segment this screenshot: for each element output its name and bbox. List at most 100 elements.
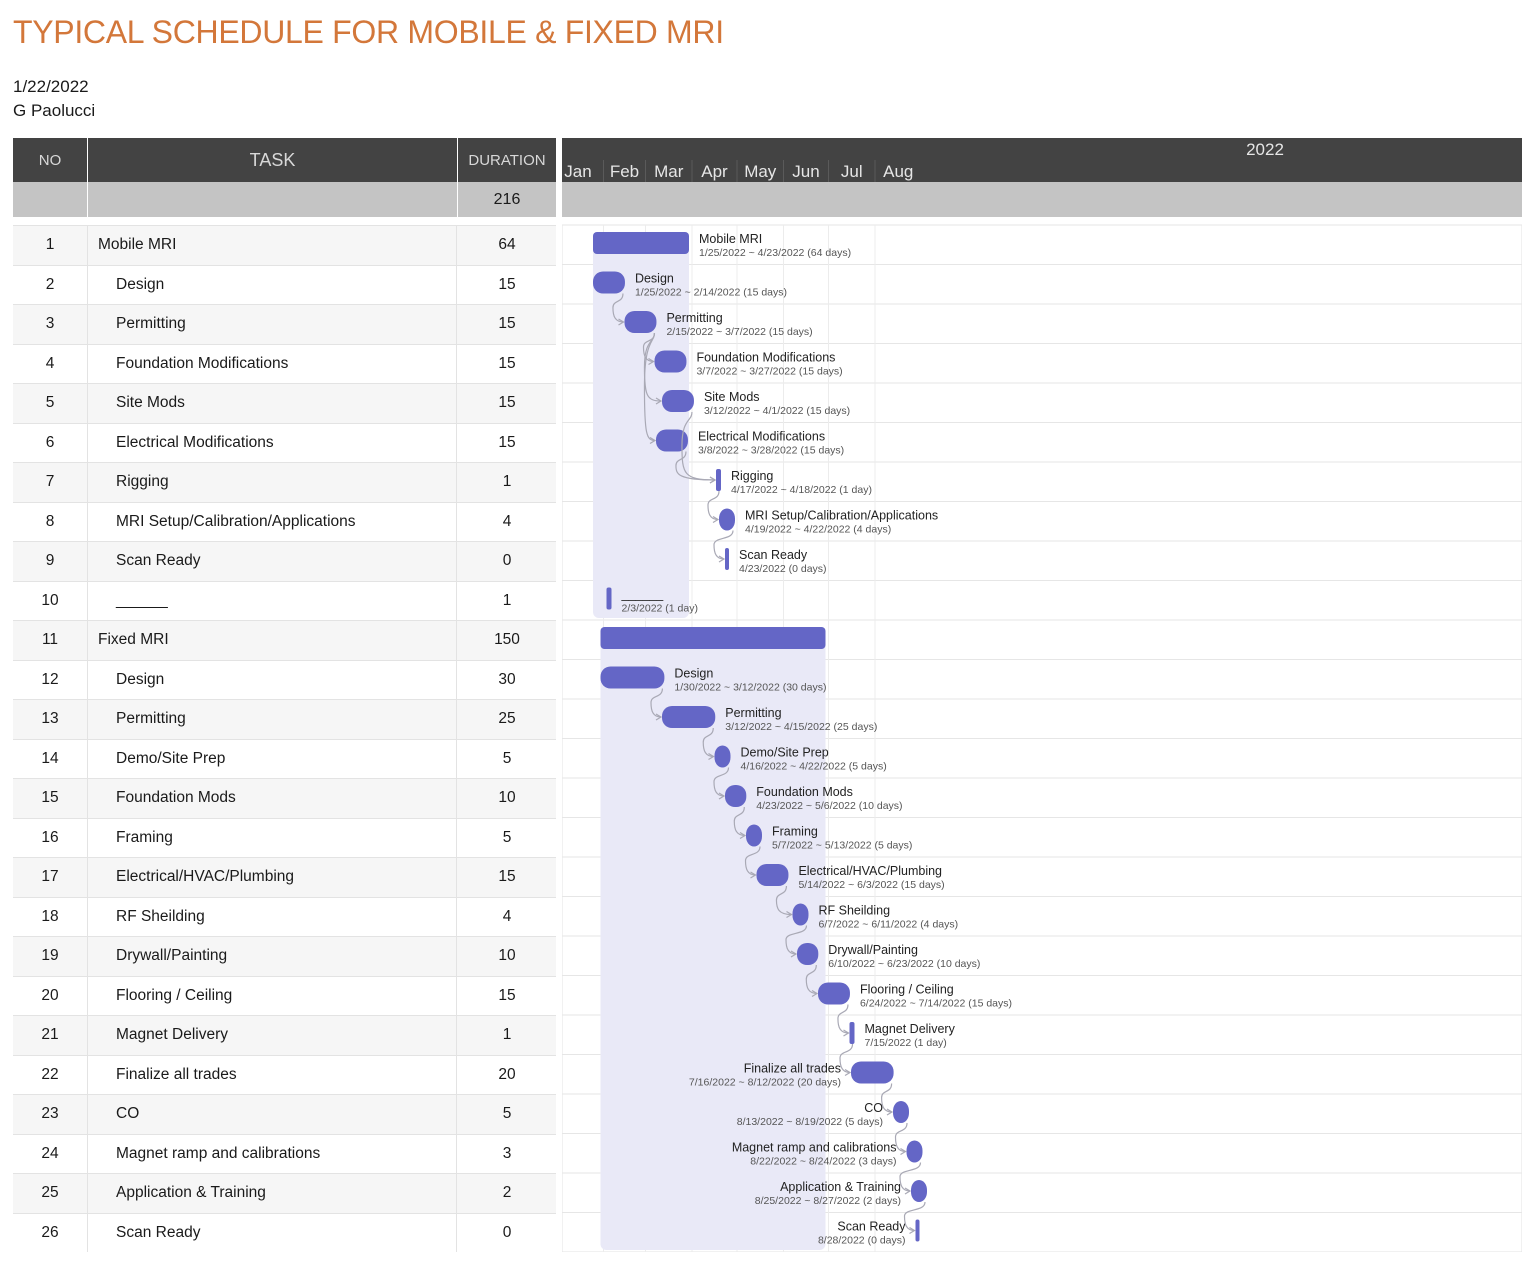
- task-number: 19: [13, 937, 88, 976]
- dependency-line: [612, 293, 624, 323]
- table-row[interactable]: 22 Finalize all trades 20: [13, 1054, 556, 1094]
- dependency-line: [713, 530, 734, 560]
- task-date-range: 8/22/2022 ~ 8/24/2022 (3 days): [750, 1156, 896, 1168]
- table-row[interactable]: 24 Magnet ramp and calibrations 3: [13, 1133, 556, 1173]
- dependency-arrow: [843, 1029, 850, 1037]
- task-date-range: 1/25/2022 ~ 4/23/2022 (64 days): [699, 247, 851, 259]
- task-duration: 1: [502, 591, 512, 609]
- task-label: MRI Setup/Calibration/Applications: [745, 509, 938, 523]
- dependency-arrow: [618, 318, 625, 326]
- dependency-line: [805, 964, 818, 995]
- task-bar: [851, 1061, 894, 1084]
- task-bar: [906, 1140, 923, 1163]
- table-row[interactable]: 13 Permitting 25: [13, 699, 556, 739]
- task-number: 22: [13, 1055, 88, 1094]
- table-row[interactable]: 21 Magnet Delivery 1: [13, 1015, 556, 1055]
- column-header-duration[interactable]: DURATION: [458, 138, 556, 182]
- table-row[interactable]: 4 Foundation Modifications 15: [13, 343, 556, 383]
- table-row[interactable]: 18 RF Sheilding 4: [13, 896, 556, 936]
- table-row[interactable]: 16 Framing 5: [13, 817, 556, 857]
- task-label: Rigging: [731, 469, 773, 483]
- task-bar: [893, 1101, 909, 1123]
- task-number: 8: [13, 502, 88, 541]
- task-name: Scan Ready: [88, 542, 457, 581]
- task-name: Design: [88, 660, 457, 699]
- task-bar: [818, 982, 850, 1005]
- task-bar: [716, 469, 721, 491]
- task-number: 9: [13, 542, 88, 581]
- table-row[interactable]: 20 Flooring / Ceiling 15: [13, 975, 556, 1015]
- column-header-task[interactable]: TASK: [88, 138, 457, 182]
- dependency-arrow: [909, 1226, 916, 1235]
- task-name: Electrical/HVAC/Plumbing: [88, 858, 457, 897]
- total-duration: 216: [458, 182, 556, 217]
- task-number: 4: [13, 344, 88, 383]
- table-row[interactable]: 7 Rigging 1: [13, 462, 556, 502]
- task-date-range: 4/16/2022 ~ 4/22/2022 (5 days): [741, 761, 887, 773]
- dependency-arrow: [904, 1187, 912, 1195]
- table-row[interactable]: 14 Demo/Site Prep 5: [13, 738, 556, 778]
- summary-cell-no: [13, 182, 87, 217]
- table-row[interactable]: 1 Mobile MRI 64: [13, 225, 556, 265]
- group-shading: [600, 630, 826, 1250]
- task-duration: 0: [502, 552, 512, 570]
- table-row[interactable]: 10 ______ 1: [13, 580, 556, 620]
- task-label: Drywall/Painting: [828, 943, 918, 957]
- table-row[interactable]: 3 Permitting 15: [13, 304, 556, 344]
- table-row[interactable]: 17 Electrical/HVAC/Plumbing 15: [13, 857, 556, 897]
- task-label: Electrical/HVAC/Plumbing: [798, 864, 942, 878]
- summary-cell-task: [88, 182, 457, 217]
- dependency-arrow: [739, 831, 747, 840]
- table-row[interactable]: 19 Drywall/Painting 10: [13, 936, 556, 976]
- task-duration: 4: [502, 512, 512, 530]
- task-label: Permitting: [666, 311, 722, 325]
- table-row[interactable]: 6 Electrical Modifications 15: [13, 422, 556, 462]
- column-header-no[interactable]: NO: [13, 138, 87, 182]
- dependency-arrow: [750, 871, 757, 879]
- task-name: CO: [88, 1095, 457, 1134]
- task-label: Magnet ramp and calibrations: [732, 1141, 897, 1155]
- task-name: Foundation Mods: [88, 779, 457, 818]
- task-number: 24: [13, 1134, 88, 1173]
- task-duration: 20: [498, 1065, 516, 1083]
- task-name: Demo/Site Prep: [88, 739, 457, 778]
- dependency-arrow: [708, 752, 715, 761]
- table-row[interactable]: 5 Site Mods 15: [13, 383, 556, 423]
- dependency-line: [839, 1043, 854, 1074]
- task-name: Finalize all trades: [88, 1055, 457, 1094]
- task-number: 16: [13, 818, 88, 857]
- task-date-range: 5/7/2022 ~ 5/13/2022 (5 days): [772, 840, 912, 852]
- table-row[interactable]: 12 Design 30: [13, 659, 556, 699]
- task-duration: 3: [502, 1144, 512, 1162]
- gantt-summary-band: [562, 182, 1522, 217]
- table-row[interactable]: 25 Application & Training 2: [13, 1173, 556, 1213]
- task-bar: [725, 548, 729, 570]
- task-date-range: 1/30/2022 ~ 3/12/2022 (30 days): [674, 682, 826, 694]
- task-duration: 15: [498, 986, 516, 1004]
- dependency-line: [837, 1004, 849, 1034]
- task-name: Fixed MRI: [88, 621, 457, 660]
- task-bar: [606, 587, 612, 610]
- dependency-line: [675, 451, 716, 481]
- task-label: CO: [864, 1101, 883, 1115]
- task-label: Scan Ready: [837, 1220, 906, 1234]
- table-row[interactable]: 23 CO 5: [13, 1094, 556, 1134]
- table-row[interactable]: 2 Design 15: [13, 264, 556, 304]
- task-number: 5: [13, 384, 88, 423]
- table-row[interactable]: 11 Fixed MRI 150: [13, 620, 556, 660]
- task-number: 21: [13, 1016, 88, 1055]
- task-duration: 30: [498, 670, 516, 688]
- task-date-range: 4/23/2022 ~ 5/6/2022 (10 days): [756, 800, 902, 812]
- task-name: MRI Setup/Calibration/Applications: [88, 502, 457, 541]
- task-date-range: 3/7/2022 ~ 3/27/2022 (15 days): [696, 366, 842, 378]
- table-row[interactable]: 8 MRI Setup/Calibration/Applications 4: [13, 501, 556, 541]
- table-row[interactable]: 26 Scan Ready 0: [13, 1212, 556, 1252]
- task-number: 11: [13, 621, 88, 660]
- table-row[interactable]: 15 Foundation Mods 10: [13, 778, 556, 818]
- task-label: Mobile MRI: [699, 232, 762, 246]
- dependency-arrow: [844, 1068, 852, 1077]
- table-row[interactable]: 9 Scan Ready 0: [13, 541, 556, 581]
- task-duration: 15: [498, 433, 516, 451]
- year-label: 2022: [1246, 140, 1284, 159]
- task-duration: 0: [502, 1223, 512, 1241]
